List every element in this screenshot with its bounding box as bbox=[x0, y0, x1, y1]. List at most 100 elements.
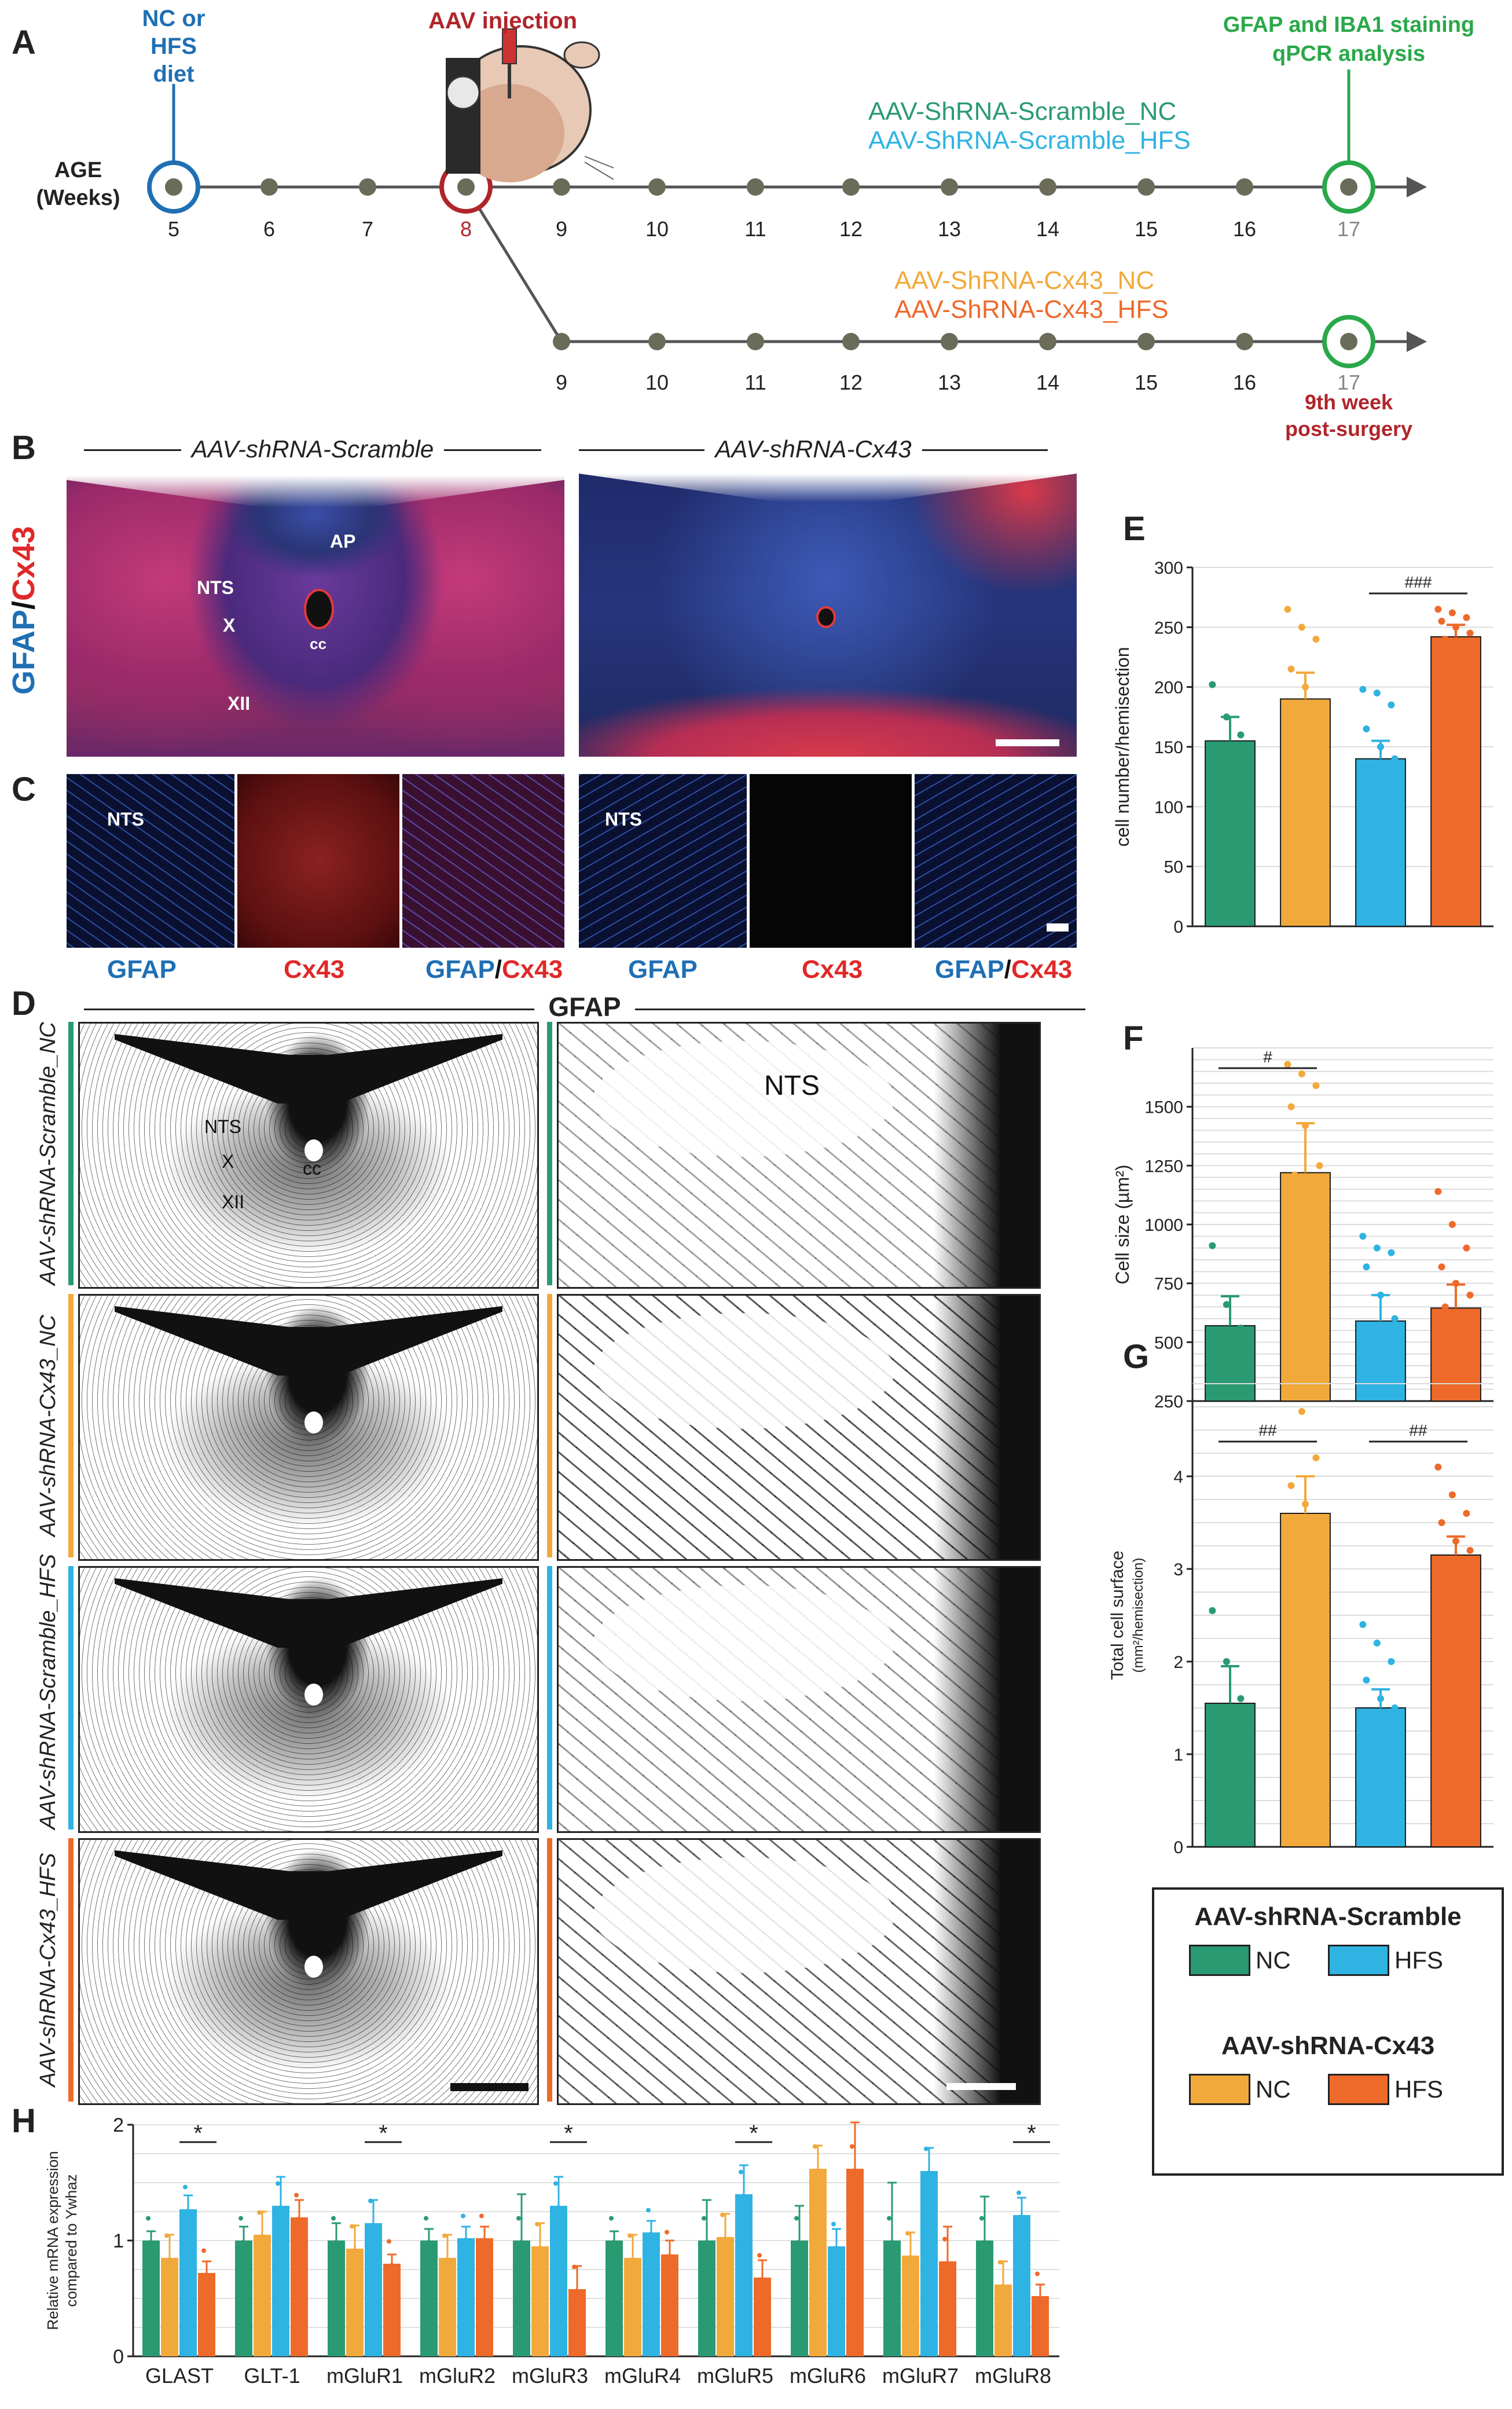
legend-title-scramble: AAV-shRNA-Scramble bbox=[1194, 1902, 1462, 1931]
bar bbox=[439, 2258, 456, 2356]
data-point bbox=[1466, 629, 1474, 637]
y-tick-label: 4 bbox=[1173, 1468, 1183, 1487]
data-point bbox=[1294, 757, 1302, 765]
data-point bbox=[153, 2274, 158, 2279]
data-point bbox=[1305, 731, 1313, 739]
diet-label-line1: NC or bbox=[142, 6, 205, 31]
data-point bbox=[1363, 725, 1370, 732]
data-point bbox=[516, 2216, 521, 2221]
data-point bbox=[479, 2213, 484, 2219]
y-tick-label: 250 bbox=[1154, 1392, 1183, 1411]
bar bbox=[513, 2241, 530, 2356]
week-label-bottom: 16 bbox=[1232, 371, 1257, 394]
data-point bbox=[1237, 1695, 1245, 1702]
data-point bbox=[755, 2322, 759, 2326]
data-point bbox=[1434, 1362, 1442, 1369]
data-point bbox=[633, 2267, 637, 2272]
data-point bbox=[1463, 1244, 1470, 1252]
data-point bbox=[1456, 1565, 1463, 1572]
data-point bbox=[857, 2202, 862, 2208]
data-point bbox=[942, 2236, 947, 2242]
d-label-xii: XII bbox=[222, 1191, 245, 1212]
y-tick-label: 3 bbox=[1173, 1560, 1183, 1579]
data-point bbox=[908, 2255, 912, 2260]
y-tick-label: 2 bbox=[113, 2114, 124, 2136]
d-overview-image bbox=[78, 1838, 539, 2105]
data-point bbox=[722, 2236, 727, 2242]
x-tick-label: mGluR1 bbox=[326, 2364, 403, 2388]
data-point bbox=[1223, 1658, 1230, 1665]
data-point bbox=[852, 2168, 857, 2173]
y-tick-label: 1500 bbox=[1144, 1098, 1183, 1117]
bar bbox=[1355, 1320, 1406, 1402]
data-point bbox=[1394, 797, 1402, 804]
timeline-dot bbox=[842, 178, 860, 196]
c-merge-slash-2: / bbox=[1004, 955, 1012, 984]
d-row-color-bar bbox=[547, 1566, 552, 1829]
panel-d-title-bar: GFAP bbox=[84, 991, 1085, 1022]
bar bbox=[920, 2171, 938, 2356]
d-label-nts-zoom: NTS bbox=[764, 1070, 820, 1101]
y-axis-label: Cell size (µm²) bbox=[1112, 1165, 1133, 1285]
week-label-top: 8 bbox=[460, 217, 472, 241]
group-cx43-nc: AAV-ShRNA-Cx43_NC bbox=[894, 266, 1155, 295]
data-point bbox=[148, 2240, 153, 2245]
d-row-label: AAV-shRNA-Scramble_HFS bbox=[36, 1554, 60, 1829]
d-label-ap: AP bbox=[282, 1079, 307, 1099]
data-point bbox=[1241, 779, 1248, 786]
data-point bbox=[911, 2265, 915, 2270]
x-tick-label: mGluR4 bbox=[604, 2364, 681, 2388]
data-point bbox=[892, 2250, 897, 2255]
data-point bbox=[164, 2233, 169, 2238]
panel-b-left-title-bar: AAV-shRNA-Scramble bbox=[84, 435, 541, 463]
data-point bbox=[190, 2243, 195, 2248]
week-label-top: 5 bbox=[167, 217, 180, 241]
data-point bbox=[1309, 779, 1316, 786]
data-point bbox=[201, 2248, 206, 2253]
data-point bbox=[535, 2221, 540, 2227]
bar bbox=[1280, 698, 1331, 927]
data-point bbox=[556, 2205, 560, 2210]
data-point bbox=[948, 2271, 952, 2276]
d-row-color-bar bbox=[547, 1022, 552, 1285]
bar bbox=[1430, 636, 1481, 927]
bar bbox=[624, 2258, 641, 2356]
data-point bbox=[739, 2169, 743, 2175]
data-point bbox=[458, 2282, 463, 2287]
bar bbox=[161, 2258, 178, 2356]
timeline-dot bbox=[1340, 333, 1357, 350]
data-point bbox=[1373, 690, 1381, 696]
data-point bbox=[1241, 1355, 1248, 1362]
x-tick-label: mGluR2 bbox=[419, 2364, 496, 2388]
bar bbox=[1430, 1307, 1481, 1402]
data-point bbox=[926, 2170, 931, 2176]
y-tick-label: 250 bbox=[1154, 618, 1183, 637]
data-point bbox=[922, 2215, 926, 2220]
data-point bbox=[1441, 1303, 1449, 1311]
timeline-diagram bbox=[147, 28, 1427, 368]
y-tick-label: 1 bbox=[1173, 1746, 1183, 1765]
y-tick-label: 1 bbox=[113, 2230, 124, 2252]
y-axis-label-2: (mm²/hemisection) bbox=[1131, 1558, 1146, 1673]
data-point bbox=[1384, 1385, 1392, 1393]
week-label-top: 12 bbox=[839, 217, 863, 241]
data-point bbox=[820, 2202, 825, 2208]
data-point bbox=[1000, 2284, 1005, 2289]
bar bbox=[809, 2169, 827, 2356]
bar bbox=[531, 2246, 549, 2356]
d-scale-bar-overview bbox=[450, 2083, 529, 2091]
data-point bbox=[1319, 1565, 1327, 1572]
data-point bbox=[551, 2250, 556, 2254]
data-point bbox=[996, 2329, 1000, 2333]
data-point bbox=[370, 2223, 375, 2228]
data-point bbox=[1316, 1162, 1323, 1169]
data-point bbox=[998, 2260, 1003, 2265]
data-point bbox=[799, 2250, 804, 2255]
data-point bbox=[1384, 827, 1392, 834]
data-point bbox=[894, 2274, 899, 2279]
data-point bbox=[1438, 1263, 1445, 1271]
week-label-top: 15 bbox=[1134, 217, 1158, 241]
data-point bbox=[662, 2298, 667, 2303]
data-point bbox=[985, 2250, 989, 2255]
